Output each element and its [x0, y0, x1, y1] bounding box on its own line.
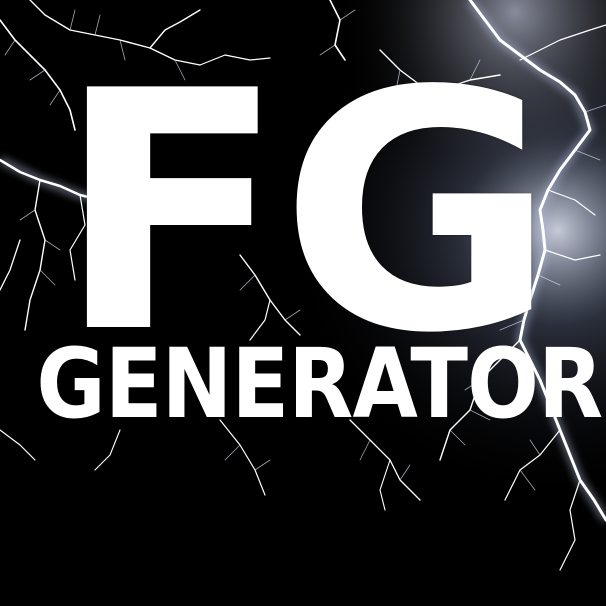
fine-branches: [4, 9, 606, 491]
logo-wordmark: GENERATOR: [36, 328, 603, 440]
logo-initials: FG: [56, 21, 556, 405]
